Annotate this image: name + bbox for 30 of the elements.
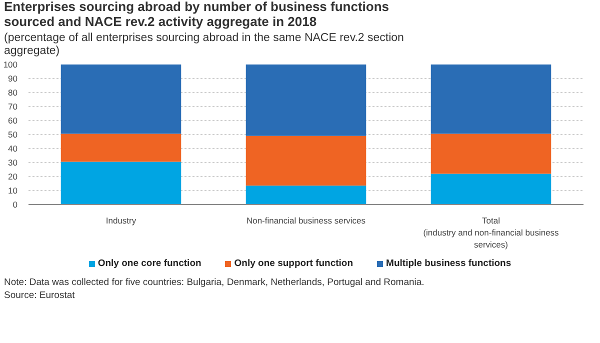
y-tick-label: 70 xyxy=(8,102,18,112)
y-tick-label: 40 xyxy=(8,144,18,154)
x-tick-label: Total (industry and non-financial business services) xyxy=(423,216,559,250)
x-tick-label: Non-financial business services xyxy=(246,216,366,226)
bar xyxy=(246,186,366,204)
y-tick-label: 0 xyxy=(12,200,18,210)
y-tick-label: 20 xyxy=(8,172,18,182)
y-tick-label: 50 xyxy=(8,130,18,140)
bar xyxy=(430,134,552,174)
chart-subtitle: (percentage of all enterprises sourcing abroad in the same NACE rev.2 section aggregate) xyxy=(4,32,404,58)
source-note: Source: Eurostat xyxy=(4,290,75,302)
legend-label: Multiple business functions xyxy=(386,257,512,271)
x-tick-label: Industry xyxy=(106,216,137,226)
bar xyxy=(60,64,182,134)
legend-label: Only one core function xyxy=(98,257,202,271)
bar xyxy=(60,134,182,162)
legend-label: Only one support function xyxy=(234,257,354,271)
bar xyxy=(246,136,366,186)
y-tick-label: 80 xyxy=(8,88,18,98)
bar xyxy=(430,174,552,204)
text: Note: Data was collected for five countries: Bulgaria, Denmark, Netherlands, Portugal and Romania. xyxy=(4,277,424,289)
chart-title: Enterprises sourcing abroad by number of business functions sourced and NACE rev.2 activity aggregate in 2018 xyxy=(4,0,390,30)
y-tick-label: 30 xyxy=(8,158,18,168)
y-tick-label: 60 xyxy=(8,116,18,126)
y-tick-label: 90 xyxy=(8,74,18,84)
y-tick-label: 10 xyxy=(8,186,18,196)
bar xyxy=(246,64,366,136)
y-tick-label: 100 xyxy=(3,60,18,70)
bar xyxy=(430,64,552,134)
bar xyxy=(60,162,182,204)
